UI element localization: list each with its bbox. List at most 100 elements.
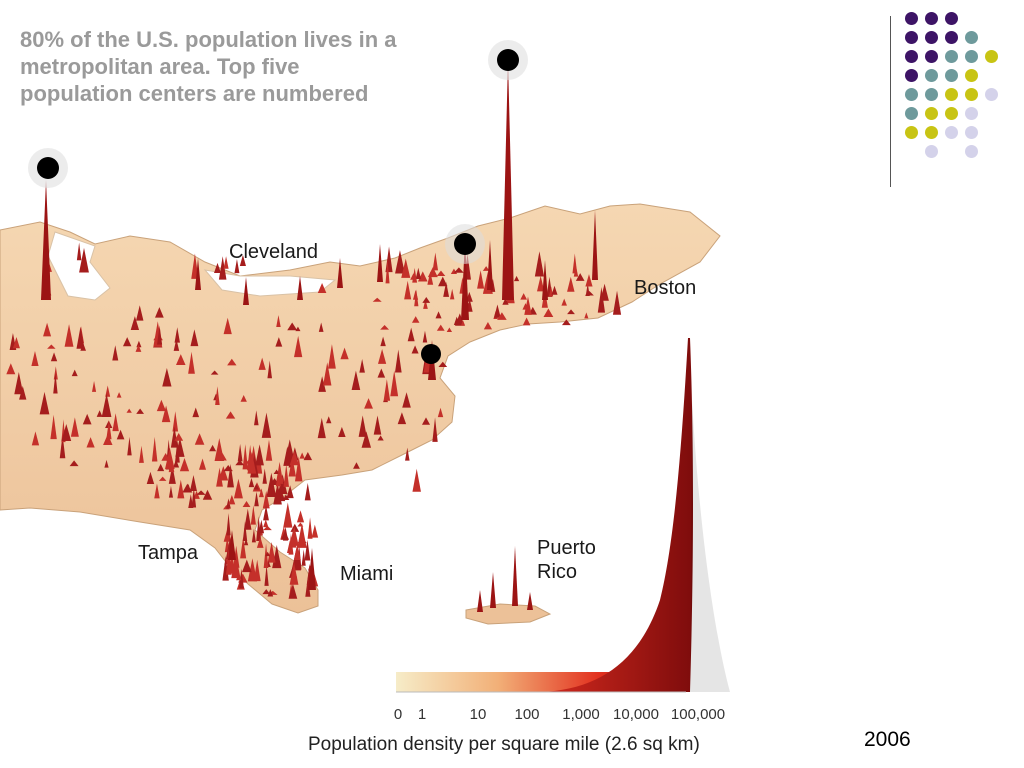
density-spike: [584, 312, 589, 319]
decorative-dot: [965, 88, 978, 101]
density-spike: [461, 240, 469, 320]
density-spike: [422, 330, 428, 343]
density-spike: [364, 398, 373, 409]
decorative-dot: [985, 50, 998, 63]
density-spike: [477, 590, 483, 612]
density-spike: [170, 426, 178, 448]
density-spike: [103, 434, 113, 445]
density-spike: [218, 256, 227, 280]
density-spike: [411, 316, 420, 323]
density-spike: [282, 494, 290, 501]
density-spike: [502, 297, 509, 305]
density-spike: [294, 456, 303, 482]
decorative-dot: [905, 50, 918, 63]
density-spike: [536, 275, 545, 292]
density-spike: [283, 464, 290, 487]
density-spike: [215, 386, 220, 405]
density-spike: [225, 411, 236, 419]
density-spike: [397, 412, 407, 425]
lake-erie: [203, 269, 337, 297]
density-spike: [512, 546, 518, 606]
density-spike: [255, 444, 264, 466]
density-spike: [188, 494, 194, 509]
density-spike: [502, 60, 514, 300]
density-spike: [277, 474, 288, 494]
decorative-dot: [965, 50, 978, 63]
density-spike: [64, 324, 74, 347]
density-spike: [192, 407, 200, 418]
density-spike: [267, 360, 272, 379]
density-spike: [286, 485, 294, 499]
density-spike: [265, 551, 271, 557]
density-spike: [53, 366, 58, 380]
density-spike: [79, 247, 89, 273]
decorative-dot: [945, 126, 958, 139]
density-spike: [296, 510, 305, 523]
density-spike: [173, 338, 180, 351]
density-spike: [247, 451, 257, 474]
density-spike: [390, 370, 399, 397]
density-spike: [242, 444, 248, 470]
density-spike: [179, 457, 190, 472]
density-spike: [415, 267, 422, 279]
density-spike: [449, 288, 455, 300]
density-spike: [288, 583, 298, 599]
density-spike: [237, 443, 243, 462]
decorative-dot: [945, 88, 958, 101]
density-spike: [265, 439, 273, 461]
density-spike: [337, 258, 343, 288]
density-spike: [174, 432, 184, 441]
city-label-boston: Boston: [634, 277, 697, 299]
decorative-dot: [905, 12, 918, 25]
density-spike: [251, 528, 256, 543]
density-spike: [328, 344, 336, 369]
density-spike: [267, 541, 276, 563]
density-spike: [250, 505, 256, 525]
city-label-tampa: Tampa: [138, 542, 199, 564]
density-spike: [182, 483, 193, 493]
density-spike: [136, 305, 144, 321]
density-spike: [572, 253, 578, 274]
density-spike: [104, 459, 109, 468]
decorative-dot: [905, 88, 918, 101]
density-spike: [299, 452, 305, 459]
density-spike: [567, 309, 575, 315]
decorative-dot: [925, 50, 938, 63]
density-spike: [116, 429, 125, 440]
density-spike: [112, 413, 119, 432]
density-spike: [136, 408, 145, 414]
density-spike: [597, 286, 606, 313]
decorative-dot: [965, 31, 978, 44]
density-spike: [401, 258, 411, 278]
density-spike: [69, 460, 79, 467]
density-spike: [86, 437, 95, 448]
density-spike: [242, 559, 252, 573]
density-spike: [477, 270, 485, 289]
density-spike: [432, 417, 438, 442]
density-spike: [283, 446, 292, 466]
density-spike: [326, 416, 332, 424]
density-spike: [592, 210, 598, 280]
density-spike: [305, 577, 311, 597]
density-spike: [50, 414, 57, 440]
density-spike: [377, 348, 387, 364]
density-spike: [318, 322, 324, 332]
density-spike: [304, 539, 311, 561]
density-spike: [542, 260, 548, 300]
density-spike: [217, 452, 227, 461]
density-spike: [372, 297, 382, 302]
density-spike: [436, 270, 446, 276]
density-spike: [193, 490, 200, 499]
density-spike: [340, 347, 349, 360]
density-spike: [146, 471, 155, 484]
density-spike: [304, 483, 311, 501]
density-spike: [195, 258, 201, 290]
decorative-dot: [965, 126, 978, 139]
population-center-marker-4: [421, 344, 441, 364]
density-spike: [82, 413, 92, 425]
density-spike: [264, 564, 269, 586]
density-spike: [106, 419, 112, 440]
legend-title: Population density per square mile (2.6 …: [308, 734, 700, 755]
density-spike: [273, 482, 282, 505]
density-spike: [50, 352, 58, 362]
